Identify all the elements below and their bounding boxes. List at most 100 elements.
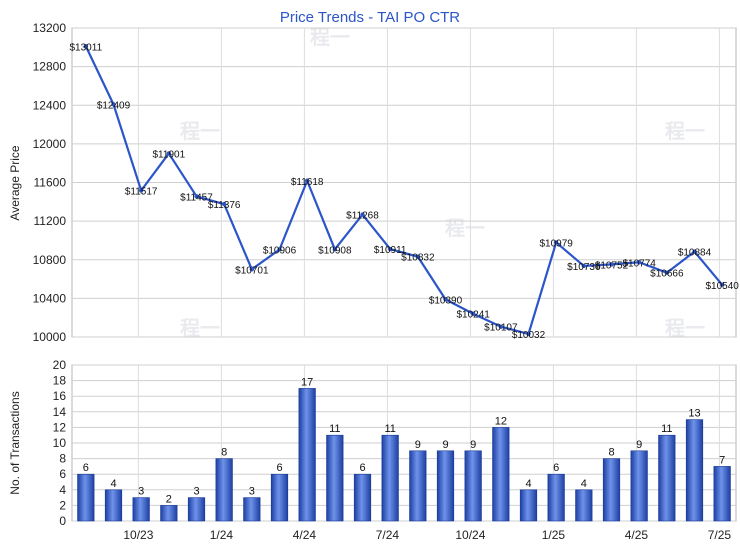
price-y-tick-label: 10800 bbox=[33, 253, 67, 267]
transaction-bar bbox=[215, 458, 233, 522]
price-data-label: $10107 bbox=[484, 323, 518, 334]
price-point bbox=[553, 240, 559, 245]
transaction-bar-label: 11 bbox=[661, 423, 672, 435]
transactions-y-tick-label: 4 bbox=[59, 483, 66, 497]
chart-title: Price Trends - TAI PO CTR bbox=[280, 9, 460, 26]
transaction-bar bbox=[464, 450, 482, 522]
price-point bbox=[526, 331, 531, 337]
x-tick-label: 4/25 bbox=[625, 528, 649, 542]
price-data-label: $10752 bbox=[595, 260, 629, 271]
transaction-bar-label: 6 bbox=[83, 462, 89, 474]
transaction-bar bbox=[243, 497, 261, 522]
transaction-bar bbox=[630, 450, 648, 522]
transaction-bar-label: 11 bbox=[384, 423, 395, 435]
price-y-tick-label: 12800 bbox=[33, 60, 67, 74]
price-y-tick-label: 12000 bbox=[33, 137, 67, 151]
transaction-bar bbox=[132, 497, 150, 522]
transaction-bar bbox=[187, 497, 206, 522]
price-point bbox=[249, 267, 255, 272]
price-y-tick-label: 10400 bbox=[33, 291, 67, 305]
x-tick-label: 10/24 bbox=[455, 528, 485, 542]
price-y-tick-label: 11200 bbox=[34, 214, 67, 228]
price-data-label: $10884 bbox=[678, 248, 712, 259]
price-data-label: $11268 bbox=[346, 211, 379, 222]
price-data-label: $12409 bbox=[97, 100, 131, 111]
price-point bbox=[692, 249, 697, 254]
price-y-tick-label: 13200 bbox=[33, 21, 67, 35]
price-point bbox=[581, 263, 587, 269]
price-point bbox=[387, 246, 393, 252]
price-data-label: $11901 bbox=[153, 149, 186, 160]
price-data-label: $11457 bbox=[180, 192, 213, 203]
transactions-y-tick-label: 6 bbox=[59, 467, 66, 481]
price-point bbox=[166, 151, 172, 156]
transaction-bar bbox=[436, 450, 455, 522]
transaction-bar bbox=[492, 427, 510, 522]
price-point bbox=[636, 260, 642, 265]
price-point bbox=[664, 270, 670, 275]
price-data-label: $11517 bbox=[125, 187, 158, 198]
transaction-bar bbox=[713, 466, 731, 522]
price-point bbox=[360, 212, 365, 217]
price-y-axis-label: Average Price bbox=[8, 145, 22, 220]
transaction-bar bbox=[160, 505, 178, 522]
price-data-label: $10032 bbox=[512, 330, 546, 341]
price-data-label: $10666 bbox=[650, 269, 684, 280]
transaction-bar bbox=[353, 473, 372, 522]
transaction-bar-label: 4 bbox=[525, 478, 531, 490]
transaction-bar-label: 3 bbox=[249, 486, 255, 498]
transaction-bar-label: 12 bbox=[495, 415, 507, 427]
price-point bbox=[719, 282, 725, 288]
price-data-label: $10701 bbox=[235, 265, 269, 276]
transactions-y-tick-label: 16 bbox=[53, 389, 67, 403]
price-data-label: $10774 bbox=[622, 258, 656, 269]
transactions-y-tick-label: 0 bbox=[59, 514, 66, 528]
price-point bbox=[83, 44, 89, 49]
transaction-bar-label: 3 bbox=[193, 486, 199, 498]
transaction-bar-label: 9 bbox=[636, 439, 642, 451]
price-data-label: $10390 bbox=[429, 295, 463, 306]
transaction-bar-label: 13 bbox=[688, 408, 700, 420]
price-point bbox=[194, 194, 199, 199]
x-tick-label: 7/24 bbox=[376, 528, 400, 542]
price-point bbox=[138, 188, 144, 193]
transactions-y-tick-label: 14 bbox=[53, 405, 67, 419]
price-point bbox=[111, 102, 116, 107]
transaction-bar-label: 7 bbox=[719, 454, 725, 466]
price-data-label: $10906 bbox=[263, 246, 297, 257]
price-data-label: $11376 bbox=[208, 200, 241, 211]
transaction-bar bbox=[602, 458, 621, 522]
price-y-tick-label: 10000 bbox=[33, 330, 67, 344]
transaction-bar-label: 9 bbox=[470, 439, 476, 451]
price-point bbox=[470, 311, 476, 316]
transactions-y-tick-label: 10 bbox=[53, 436, 67, 450]
transaction-bar-label: 17 bbox=[301, 376, 313, 388]
price-y-tick-label: 12400 bbox=[33, 98, 67, 112]
transaction-bar bbox=[575, 489, 593, 522]
price-point bbox=[221, 201, 227, 207]
price-point bbox=[609, 262, 614, 267]
transaction-bar bbox=[381, 434, 399, 522]
transaction-bar bbox=[547, 473, 565, 522]
transaction-bar bbox=[658, 434, 676, 522]
transactions-y-tick-label: 8 bbox=[59, 452, 66, 466]
transactions-y-tick-label: 12 bbox=[53, 420, 67, 434]
transaction-bar-label: 11 bbox=[329, 423, 340, 435]
transaction-bar-label: 4 bbox=[110, 478, 116, 490]
transaction-bar bbox=[104, 489, 123, 522]
transaction-bar-label: 3 bbox=[138, 486, 144, 498]
watermark-text: 程一 bbox=[445, 216, 485, 240]
transaction-bar bbox=[685, 419, 704, 522]
price-point bbox=[277, 247, 282, 252]
transaction-bar-label: 6 bbox=[359, 462, 365, 474]
transaction-bar-label: 6 bbox=[276, 462, 282, 474]
watermark-text: 程一 bbox=[310, 25, 350, 49]
transaction-bar-label: 9 bbox=[442, 439, 448, 451]
price-data-label: $10241 bbox=[456, 310, 490, 321]
x-tick-label: 4/24 bbox=[293, 528, 317, 542]
price-data-label: $10911 bbox=[374, 245, 407, 256]
transaction-bar-label: 2 bbox=[166, 493, 172, 505]
transaction-bar-label: 8 bbox=[221, 447, 227, 459]
